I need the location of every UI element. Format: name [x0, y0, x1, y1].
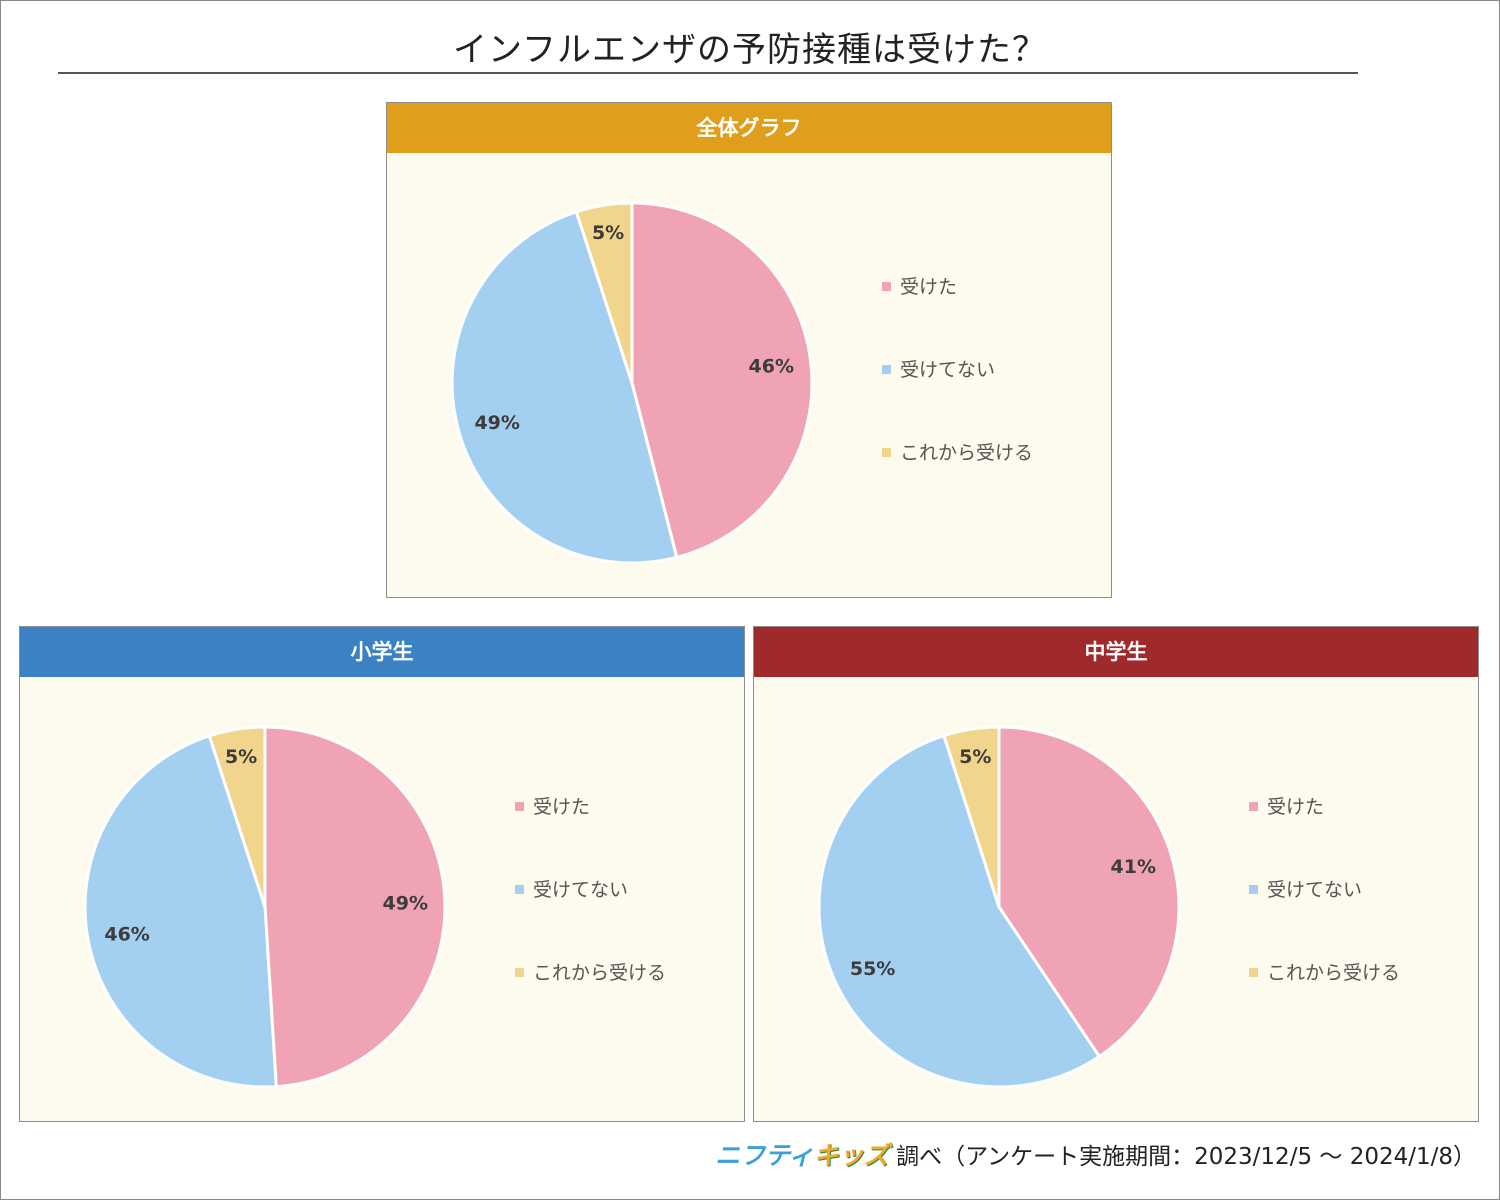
legend-label-not-received: 受けてない — [533, 879, 629, 901]
legend-item-will-receive: これから受ける — [882, 441, 1033, 465]
panel-header-junior-high: 中学生 — [754, 627, 1478, 677]
legend-swatch-not-received — [515, 885, 524, 894]
panel-header-elementary: 小学生 — [20, 627, 744, 677]
legend-label-received: 受けた — [900, 276, 958, 298]
legend-swatch-received — [515, 802, 524, 811]
legend-item-not-received: 受けてない — [882, 358, 995, 382]
pie-slice-not-received — [450, 210, 679, 565]
pie-label-received: 46% — [749, 355, 794, 377]
pie-slice-received — [263, 725, 447, 1089]
pie-label-received: 41% — [1111, 856, 1156, 878]
source-credit: ニフティキッズ 調べ（アンケート実施期間：2023/12/5 ～ 2024/1/… — [715, 1136, 1476, 1172]
legend-swatch-will-receive — [515, 968, 524, 977]
elementary-pie-chart: 49% 46% 5% — [83, 725, 447, 1089]
source-text: 調べ（アンケート実施期間：2023/12/5 ～ 2024/1/8） — [896, 1144, 1476, 1170]
pie-slice-received — [630, 201, 814, 559]
legend-item-will-receive: これから受ける — [1249, 961, 1400, 985]
legend-item-received: 受けた — [1249, 795, 1324, 819]
junior-high-chart-panel: 中学生 41% 55% 5% 受けた受けてないこれから受ける — [753, 626, 1479, 1122]
overall-chart-panel: 全体グラフ 46% 49% 5% 受けた受けてないこれから受ける — [386, 102, 1112, 598]
legend-item-will-receive: これから受ける — [515, 961, 666, 985]
pie-slice-will-receive — [942, 725, 1001, 909]
legend-swatch-not-received — [1249, 885, 1258, 894]
legend-item-received: 受けた — [515, 795, 590, 819]
legend-swatch-received — [882, 282, 891, 291]
elementary-chart-panel: 小学生 49% 46% 5% 受けた受けてないこれから受ける — [19, 626, 745, 1122]
legend-swatch-will-receive — [882, 448, 891, 457]
brand-logo-nifty: ニフティ — [715, 1141, 814, 1170]
pie-slice-will-receive — [207, 725, 267, 909]
pie-label-not-received: 55% — [850, 958, 895, 980]
panel-body-junior-high: 41% 55% 5% 受けた受けてないこれから受ける — [754, 677, 1478, 1121]
legend-item-not-received: 受けてない — [515, 878, 628, 902]
brand-logo-kids: キッズ — [813, 1141, 889, 1170]
pie-slice-not-received — [83, 734, 278, 1089]
legend-swatch-received — [1249, 802, 1258, 811]
pie-slice-not-received — [817, 734, 1101, 1089]
legend-item-received: 受けた — [882, 275, 957, 299]
panel-body-overall: 46% 49% 5% 受けた受けてないこれから受ける — [387, 153, 1111, 597]
pie-label-will-receive: 5% — [959, 746, 991, 768]
panel-body-elementary: 49% 46% 5% 受けた受けてないこれから受ける — [20, 677, 744, 1121]
legend-label-will-receive: これから受ける — [1267, 962, 1401, 984]
legend-label-will-receive: これから受ける — [533, 962, 667, 984]
legend-label-not-received: 受けてない — [900, 359, 996, 381]
pie-label-not-received: 49% — [474, 412, 519, 434]
pie-label-will-receive: 5% — [592, 222, 624, 244]
legend-swatch-not-received — [882, 365, 891, 374]
pie-slice-will-receive — [574, 201, 634, 385]
panel-header-overall: 全体グラフ — [387, 103, 1111, 153]
pie-label-not-received: 46% — [104, 923, 149, 945]
pie-label-received: 49% — [383, 893, 428, 915]
legend-label-received: 受けた — [533, 796, 591, 818]
overall-pie-chart: 46% 49% 5% — [450, 201, 814, 565]
legend-swatch-will-receive — [1249, 968, 1258, 977]
legend-label-received: 受けた — [1267, 796, 1325, 818]
title-divider — [58, 72, 1358, 74]
page-title: インフルエンザの予防接種は受けた？ — [453, 30, 1047, 70]
pie-slice-received — [997, 725, 1181, 1058]
junior-high-pie-chart: 41% 55% 5% — [817, 725, 1181, 1089]
legend-label-will-receive: これから受ける — [900, 442, 1034, 464]
pie-label-will-receive: 5% — [225, 746, 257, 768]
legend-label-not-received: 受けてない — [1267, 879, 1363, 901]
legend-item-not-received: 受けてない — [1249, 878, 1362, 902]
